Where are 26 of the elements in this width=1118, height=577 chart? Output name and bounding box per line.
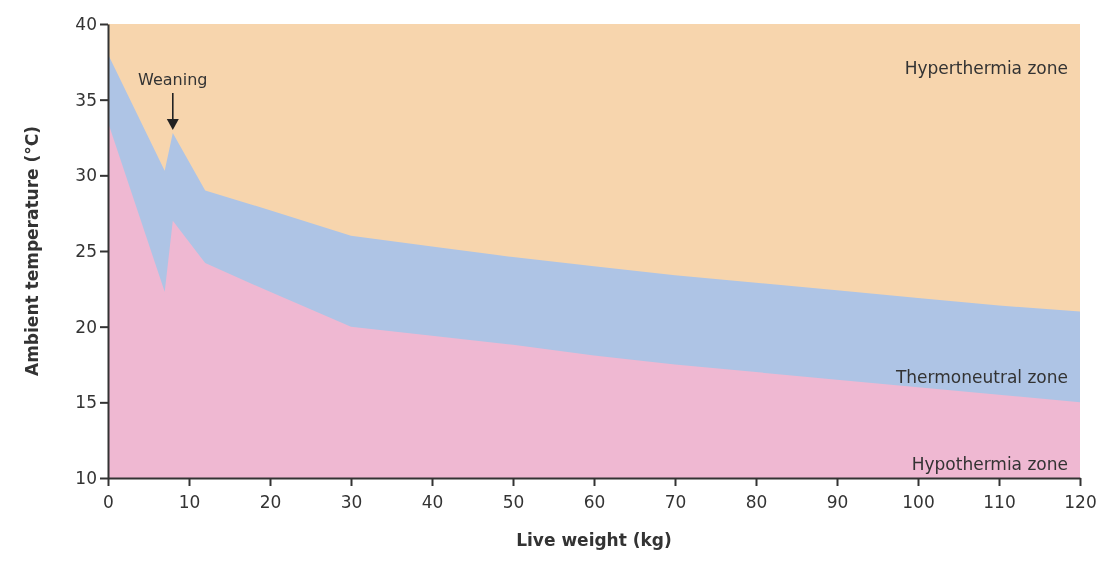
x-tick-label: 70 — [664, 491, 687, 512]
x-tick-label: 40 — [421, 491, 444, 512]
y-tick-label: 20 — [75, 316, 97, 337]
x-tick-label: 80 — [745, 491, 768, 512]
annotation: Weaning — [138, 69, 208, 89]
x-tick-label: 30 — [340, 491, 363, 512]
y-tick-label: 40 — [75, 13, 97, 34]
y-tick-label: 10 — [75, 467, 97, 488]
x-tick-label: 90 — [826, 491, 849, 512]
y-axis-title: Ambient temperature (°C) — [22, 125, 42, 377]
y-tick-label: 30 — [75, 165, 97, 186]
x-axis-title: Live weight (kg) — [516, 530, 672, 550]
x-tick-label: 20 — [259, 491, 282, 512]
x-tick-label: 100 — [902, 491, 935, 512]
y-tick-label: 35 — [75, 89, 97, 110]
x-tick-label: 50 — [502, 491, 525, 512]
y-tick-label: 25 — [75, 240, 97, 261]
x-tick-label: 10 — [178, 491, 201, 512]
x-tick-label: 60 — [583, 491, 606, 512]
series-label: Thermoneutral zone — [894, 366, 1068, 387]
y-tick-label: 15 — [75, 392, 97, 413]
x-tick-label: 110 — [983, 491, 1016, 512]
series-label: Hypothermia zone — [911, 454, 1068, 475]
x-tick-label: 120 — [1064, 491, 1097, 512]
band-label: Hyperthermia zone — [904, 57, 1068, 78]
x-tick-label: 0 — [103, 491, 114, 512]
